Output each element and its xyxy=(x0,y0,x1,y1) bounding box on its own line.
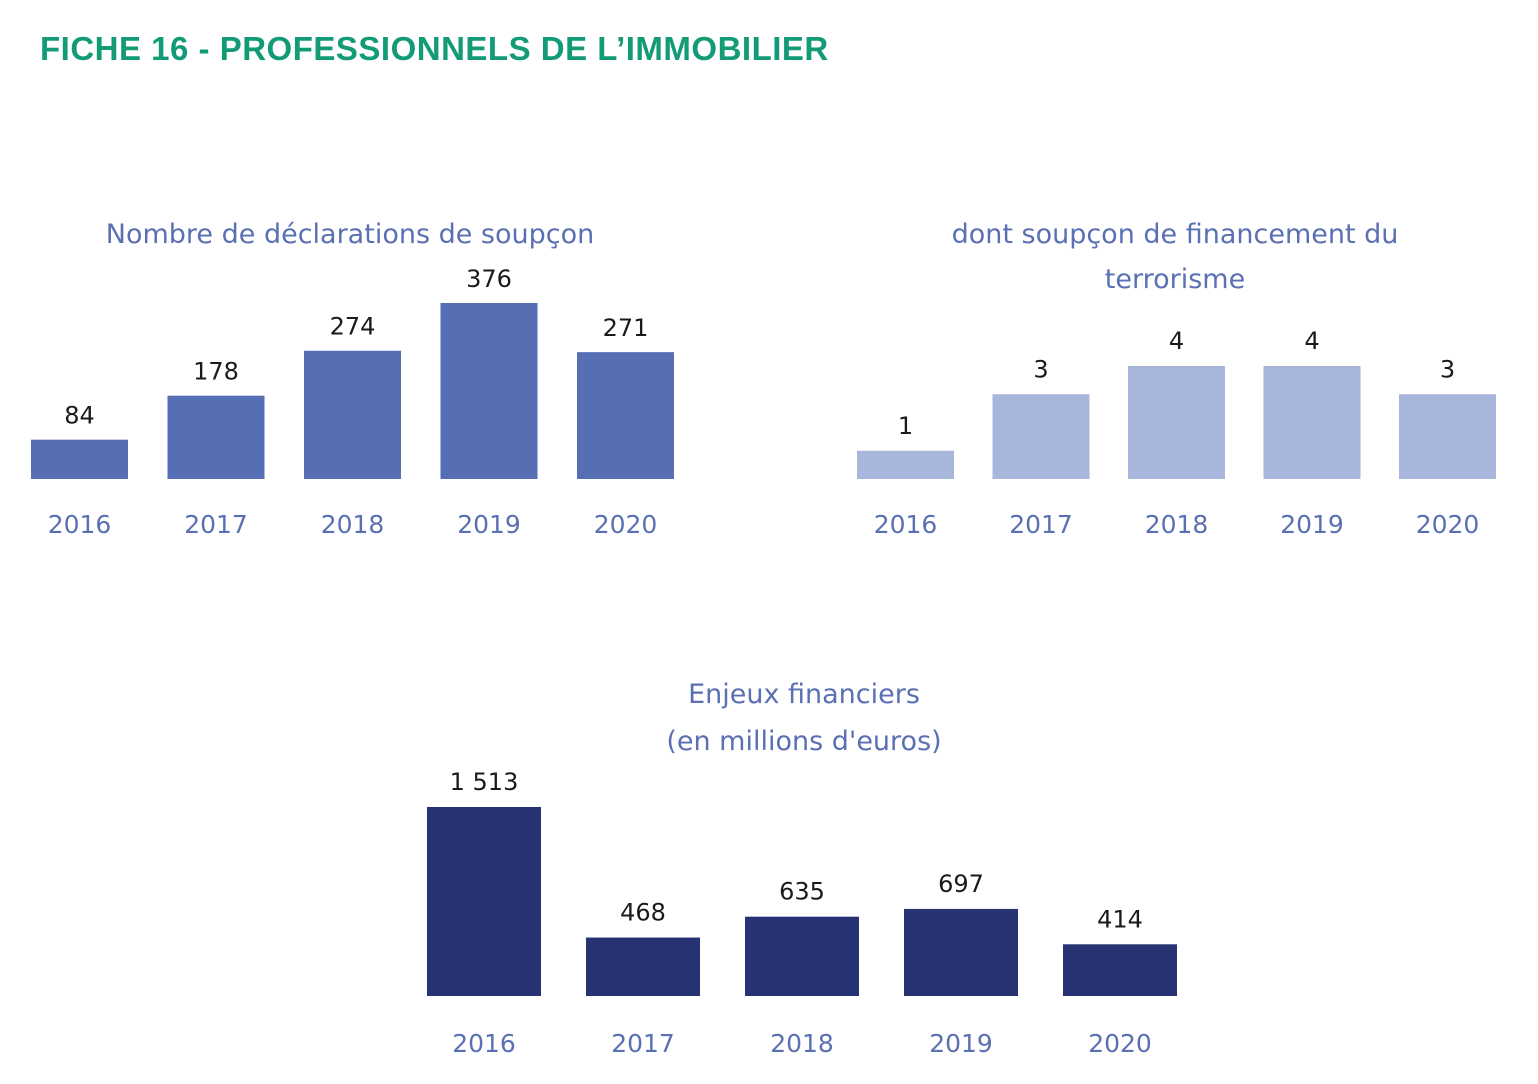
bar-2016 xyxy=(427,807,541,996)
chart-declarations-soupcon: Nombre de déclarations de soupçon 84 2016 1… xyxy=(31,219,674,539)
x-tick-label: 2019 xyxy=(457,510,521,539)
value-label: 271 xyxy=(603,314,649,342)
value-label: 1 xyxy=(898,412,913,440)
x-tick-label: 2020 xyxy=(594,510,658,539)
x-tick-label: 2019 xyxy=(1280,510,1344,539)
x-tick-label: 2018 xyxy=(1145,510,1209,539)
bar-2020 xyxy=(577,352,674,479)
value-label: 376 xyxy=(466,265,512,293)
x-tick-label: 2018 xyxy=(321,510,385,539)
x-tick-label: 2017 xyxy=(184,510,248,539)
chart-enjeux-financiers: Enjeux financiers (en millions d'euros) 1 … xyxy=(427,679,1177,1058)
chart-financement-terrorisme: dont soupçon de financement du terrorisme… xyxy=(857,219,1496,539)
bar-2018 xyxy=(745,916,859,996)
chart-title: Nombre de déclarations de soupçon xyxy=(106,219,595,250)
bar-2017 xyxy=(167,395,265,479)
bar-2017 xyxy=(992,394,1090,479)
x-tick-label: 2020 xyxy=(1088,1029,1152,1058)
value-label: 697 xyxy=(938,870,984,898)
value-label: 414 xyxy=(1097,905,1143,933)
value-label: 3 xyxy=(1440,355,1455,383)
x-tick-label: 2017 xyxy=(611,1029,675,1058)
x-tick-label: 2018 xyxy=(770,1029,834,1058)
chart-title: (en millions d'euros) xyxy=(666,726,941,757)
value-label: 635 xyxy=(779,878,825,906)
bar-2016 xyxy=(857,450,954,479)
x-tick-label: 2019 xyxy=(929,1029,993,1058)
x-tick-label: 2016 xyxy=(874,510,938,539)
bar-2020 xyxy=(1399,394,1496,479)
value-label: 3 xyxy=(1033,355,1048,383)
chart-title: dont soupçon de financement du xyxy=(952,219,1399,250)
value-label: 1 513 xyxy=(450,768,519,796)
bar-2019 xyxy=(904,908,1018,996)
x-tick-label: 2016 xyxy=(48,510,112,539)
x-tick-label: 2020 xyxy=(1416,510,1480,539)
bar-2016 xyxy=(31,439,128,479)
x-tick-label: 2017 xyxy=(1009,510,1073,539)
bar-2019 xyxy=(1263,366,1361,479)
bar-2020 xyxy=(1063,944,1177,996)
value-label: 84 xyxy=(64,402,95,430)
bar-2018 xyxy=(1128,366,1225,479)
chart-title: Enjeux financiers xyxy=(688,679,920,710)
chart-title: terrorisme xyxy=(1105,264,1245,295)
value-label: 4 xyxy=(1169,327,1184,355)
bar-2018 xyxy=(304,350,401,479)
value-label: 4 xyxy=(1304,327,1319,355)
value-label: 178 xyxy=(193,358,239,386)
x-tick-label: 2016 xyxy=(452,1029,516,1058)
bar-2019 xyxy=(440,303,538,479)
bar-2017 xyxy=(586,937,700,996)
value-label: 468 xyxy=(620,899,666,927)
value-label: 274 xyxy=(330,313,376,341)
page-title: FICHE 16 - PROFESSIONNELS DE L’IMMOBILIE… xyxy=(40,30,829,67)
